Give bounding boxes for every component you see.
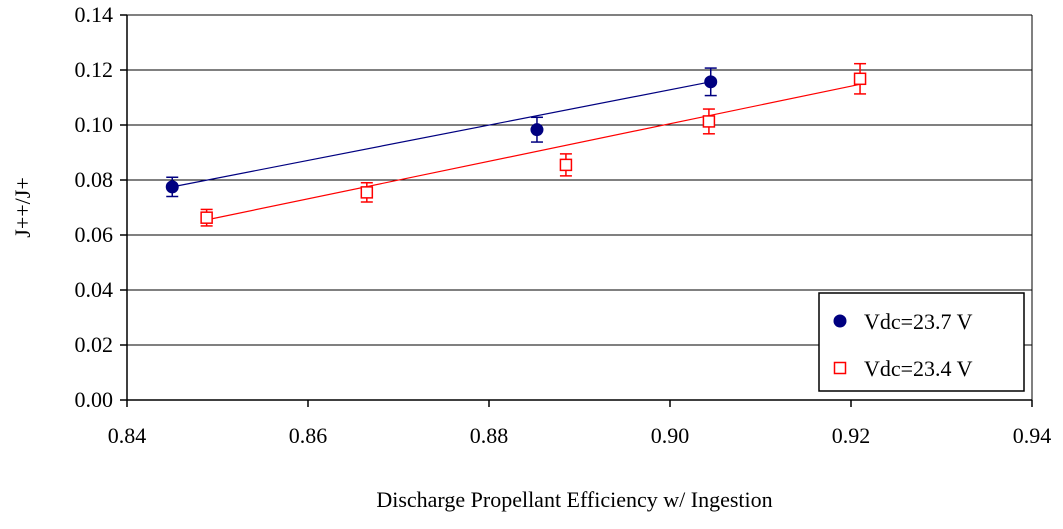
x-tick-label: 0.90 xyxy=(651,423,690,448)
data-point xyxy=(704,75,718,89)
series-1 xyxy=(165,67,718,198)
data-series xyxy=(165,62,867,227)
x-tick-label: 0.86 xyxy=(289,423,328,448)
legend-marker-square xyxy=(833,361,847,375)
legend-marker-circle xyxy=(833,314,847,328)
y-tick-label: 0.12 xyxy=(75,57,114,82)
data-point xyxy=(165,180,179,194)
series-2 xyxy=(200,62,867,227)
axes: 0.00 0.02 0.04 0.06 0.08 0.10 0.12 0.14 0.84 0.86… xyxy=(10,2,1051,512)
legend-label: Vdc=23.7 V xyxy=(864,309,973,334)
x-tick-label: 0.88 xyxy=(470,423,509,448)
x-axis-title: Discharge Propellant Efficiency w/ Inges… xyxy=(376,487,772,512)
y-tick-label: 0.06 xyxy=(75,222,114,247)
y-tick-label: 0.08 xyxy=(75,167,114,192)
data-point xyxy=(559,158,573,172)
legend-label: Vdc=23.4 V xyxy=(864,356,973,381)
data-point xyxy=(360,186,374,199)
trendline-series-1 xyxy=(172,81,711,188)
legend-box xyxy=(818,292,1025,392)
trendline-series-2 xyxy=(206,83,861,221)
y-tick-label: 0.04 xyxy=(75,277,114,302)
data-point xyxy=(200,211,213,224)
data-point xyxy=(853,72,867,86)
y-axis-title: J++/J+ xyxy=(10,177,35,237)
x-tick-label: 0.84 xyxy=(108,423,147,448)
y-tick-label: 0.00 xyxy=(75,387,114,412)
legend: Vdc=23.7 V Vdc=23.4 V xyxy=(818,292,1025,392)
data-point xyxy=(702,115,716,128)
y-tick-label: 0.14 xyxy=(75,2,114,27)
y-tick-label: 0.02 xyxy=(75,332,114,357)
data-point xyxy=(530,123,544,137)
x-tick-label: 0.92 xyxy=(832,423,871,448)
x-tick-label: 0.94 xyxy=(1013,423,1052,448)
y-tick-label: 0.10 xyxy=(75,112,114,137)
